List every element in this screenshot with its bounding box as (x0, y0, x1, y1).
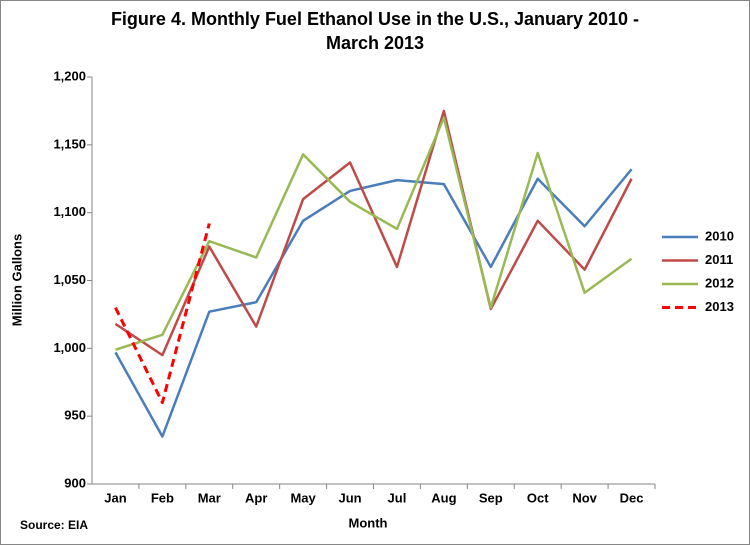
x-tick-label: Jun (338, 490, 361, 505)
series-line (114, 223, 211, 405)
y-tick-label: 1,150 (53, 136, 86, 151)
x-tick-label: Sep (479, 490, 503, 505)
y-axis-label: Million Gallons (9, 234, 24, 326)
y-tick-label: 900 (64, 475, 86, 490)
x-axis-label: Month (349, 515, 388, 530)
x-tick-label: Jan (104, 490, 126, 505)
y-tick-label: 950 (64, 408, 86, 423)
series-line (114, 168, 633, 438)
chart-title: Figure 4. Monthly Fuel Ethanol Use in th… (111, 9, 639, 29)
x-tick-label: Nov (572, 490, 597, 505)
source: Source: EIA (20, 518, 88, 532)
y-tick-label: 1,050 (53, 272, 86, 287)
x-tick-label: Apr (245, 490, 267, 505)
y-tick-label: 1,100 (53, 204, 86, 219)
x-tick-label: Jul (388, 490, 407, 505)
x-tick-label: May (290, 490, 316, 505)
x-tick-label: Mar (198, 490, 221, 505)
x-tick-label: Aug (431, 490, 456, 505)
y-tick-label: 1,200 (53, 68, 86, 83)
legend-label: 2011 (705, 252, 733, 267)
series-line (115, 116, 633, 351)
chart-title: March 2013 (326, 33, 424, 53)
legend-label: 2010 (705, 228, 734, 243)
legend-label: 2013 (705, 299, 734, 314)
x-tick-label: Feb (151, 490, 174, 505)
y-tick-label: 1,000 (53, 340, 86, 355)
x-tick-label: Oct (527, 490, 549, 505)
x-tick-label: Dec (620, 490, 644, 505)
legend-label: 2012 (705, 275, 734, 290)
